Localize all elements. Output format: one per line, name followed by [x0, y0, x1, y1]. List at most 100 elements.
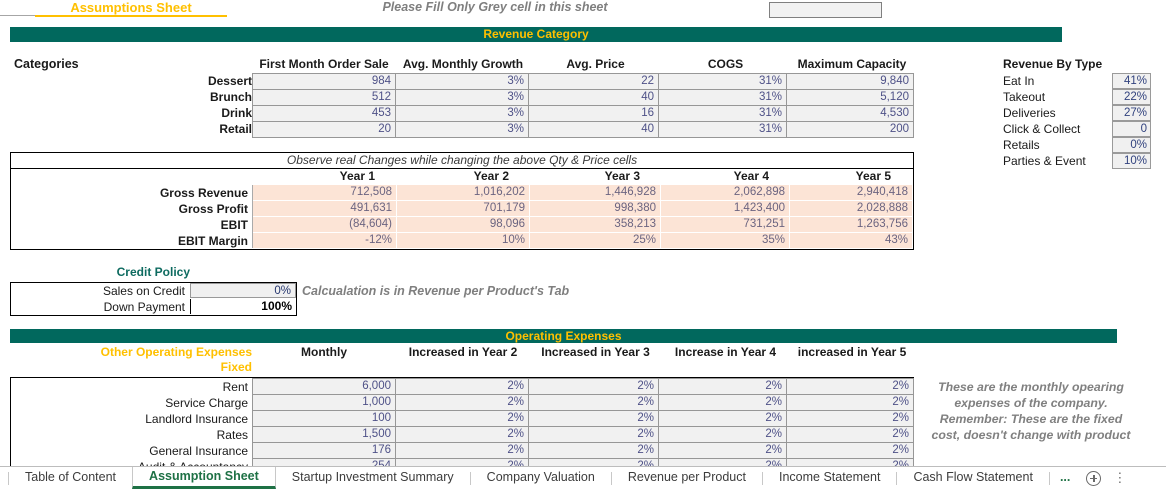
tab-revenue-per-product[interactable]: Revenue per Product	[627, 470, 746, 484]
tab-divider	[761, 471, 763, 485]
tab-table-of-content[interactable]: Table of Content	[25, 470, 117, 484]
rbt-input-retails[interactable]: 0%	[1112, 137, 1151, 153]
input-cell[interactable]: 2%	[659, 379, 786, 394]
input-cell[interactable]: 1,000	[253, 395, 395, 410]
input-cell[interactable]: 4,530	[787, 106, 913, 121]
input-cell[interactable]: 2%	[659, 411, 786, 426]
input-cell[interactable]: 453	[253, 106, 395, 121]
input-cell[interactable]: 3%	[396, 106, 528, 121]
input-cell[interactable]: 40	[529, 122, 658, 137]
input-cell[interactable]: 5,120	[787, 90, 913, 105]
input-cell[interactable]: 1,500	[253, 427, 395, 442]
input-cell[interactable]: 100	[253, 411, 395, 426]
input-cell[interactable]: 40	[529, 90, 658, 105]
input-cell[interactable]: 6,000	[253, 379, 395, 394]
row-label-brunch: Brunch	[210, 90, 252, 104]
input-cell[interactable]: 2%	[529, 395, 658, 410]
col-header-monthly: Monthly	[301, 345, 347, 359]
sheet-options-kebab-icon[interactable]: ⋮	[1113, 470, 1127, 485]
page-title: Assumptions Sheet	[70, 0, 192, 15]
input-cell[interactable]: 22	[529, 74, 658, 89]
col-header-increased-year3: Increased in Year 3	[541, 345, 650, 359]
computed-cell: 35%	[661, 233, 789, 248]
computed-cell: 731,251	[661, 217, 789, 232]
input-cell[interactable]: 2%	[396, 379, 528, 394]
rbt-input-deliveries[interactable]: 27%	[1112, 105, 1151, 121]
input-cell[interactable]: 2%	[787, 379, 913, 394]
input-cell[interactable]: 512	[253, 90, 395, 105]
input-cell[interactable]: 2%	[396, 411, 528, 426]
tab-company-valuation[interactable]: Company Valuation	[486, 470, 595, 484]
rbt-input-parties-event[interactable]: 10%	[1112, 153, 1151, 169]
computed-cell: 1,016,202	[397, 185, 529, 200]
input-cell[interactable]: 984	[253, 74, 395, 89]
col-header-first-month-order-sale: First Month Order Sale	[259, 57, 389, 71]
input-cell[interactable]: 31%	[659, 74, 786, 89]
opex-note-line: cost, doesn't change with product	[931, 428, 1131, 442]
fill-instruction-note: Please Fill Only Grey cell in this sheet	[382, 0, 608, 14]
tab-divider	[610, 471, 612, 485]
input-cell[interactable]: 2%	[659, 395, 786, 410]
input-cell[interactable]: 2%	[529, 443, 658, 458]
row-label-down-payment: Down Payment	[103, 300, 185, 314]
col-header-cogs: COGS	[707, 57, 744, 71]
input-cell[interactable]: 2%	[396, 443, 528, 458]
row-label-sales-on-credit: Sales on Credit	[102, 284, 185, 298]
input-cell-sales-on-credit[interactable]: 0%	[190, 283, 296, 298]
projection-note: Observe real Changes while changing the …	[11, 153, 913, 169]
rbt-input-takeout[interactable]: 22%	[1112, 89, 1151, 105]
rbt-label-deliveries: Deliveries	[1003, 106, 1056, 120]
input-cell[interactable]: 2%	[529, 379, 658, 394]
revenue-by-type-title: Revenue By Type	[1003, 57, 1103, 71]
input-cell[interactable]: 176	[253, 443, 395, 458]
tab-assumption-sheet[interactable]: Assumption Sheet	[132, 467, 276, 489]
input-cell[interactable]: 2%	[659, 427, 786, 442]
tab-income-statement[interactable]: Income Statement	[778, 470, 881, 484]
input-cell[interactable]: 2%	[787, 395, 913, 410]
input-cell[interactable]: 3%	[396, 122, 528, 137]
input-cell[interactable]: 31%	[659, 122, 786, 137]
opex-input-grid: 6,000 2% 2% 2% 2% 1,000 2% 2% 2% 2% 100 …	[252, 378, 914, 475]
top-grey-input-cell[interactable]	[769, 2, 882, 18]
input-cell[interactable]: 2%	[396, 427, 528, 442]
row-label-drink: Drink	[221, 106, 252, 120]
computed-cell: 701,179	[397, 201, 529, 216]
input-cell[interactable]: 2%	[396, 395, 528, 410]
computed-cell: 2,028,888	[790, 201, 912, 216]
tab-divider	[1048, 471, 1050, 485]
rbt-input-eat-in[interactable]: 41%	[1112, 73, 1151, 89]
add-sheet-icon[interactable]	[1086, 470, 1102, 486]
tab-divider	[469, 471, 471, 485]
input-cell[interactable]: 3%	[396, 74, 528, 89]
tab-startup-investment-summary[interactable]: Startup Investment Summary	[291, 470, 454, 484]
tab-cash-flow-statement[interactable]: Cash Flow Statement	[913, 470, 1033, 484]
rbt-input-click-collect[interactable]: 0	[1112, 121, 1151, 137]
input-cell[interactable]: 31%	[659, 90, 786, 105]
row-label-landlord-insurance: Landlord Insurance	[145, 412, 248, 426]
col-header-maximum-capacity: Maximum Capacity	[797, 57, 907, 71]
input-cell[interactable]: 2%	[787, 427, 913, 442]
row-label-rates: Rates	[216, 428, 248, 442]
input-cell[interactable]: 20	[253, 122, 395, 137]
input-cell[interactable]: 2%	[787, 443, 913, 458]
row-label-general-insurance: General Insurance	[149, 444, 248, 458]
input-cell[interactable]: 2%	[659, 443, 786, 458]
opex-note-line: Remember: These are the fixed	[939, 412, 1123, 426]
col-header-avg-price: Avg. Price	[566, 57, 625, 71]
row-label-gross-profit: Gross Profit	[178, 202, 248, 216]
input-cell[interactable]: 2%	[529, 427, 658, 442]
opex-note-line: These are the monthly opearing	[938, 380, 1124, 394]
input-cell[interactable]: 2%	[787, 411, 913, 426]
more-sheets-ellipsis[interactable]: ...	[1059, 470, 1071, 484]
input-cell[interactable]: 200	[787, 122, 913, 137]
categories-header: Categories	[14, 57, 79, 71]
computed-cell: 98,096	[397, 217, 529, 232]
projection-value-grid: 712,508 1,016,202 1,446,928 2,062,898 2,…	[252, 185, 912, 248]
input-cell[interactable]: 16	[529, 106, 658, 121]
input-cell[interactable]: 31%	[659, 106, 786, 121]
opex-group-sublabel: Fixed	[220, 360, 252, 374]
input-cell[interactable]: 3%	[396, 90, 528, 105]
input-cell[interactable]: 2%	[529, 411, 658, 426]
input-cell[interactable]: 9,840	[787, 74, 913, 89]
